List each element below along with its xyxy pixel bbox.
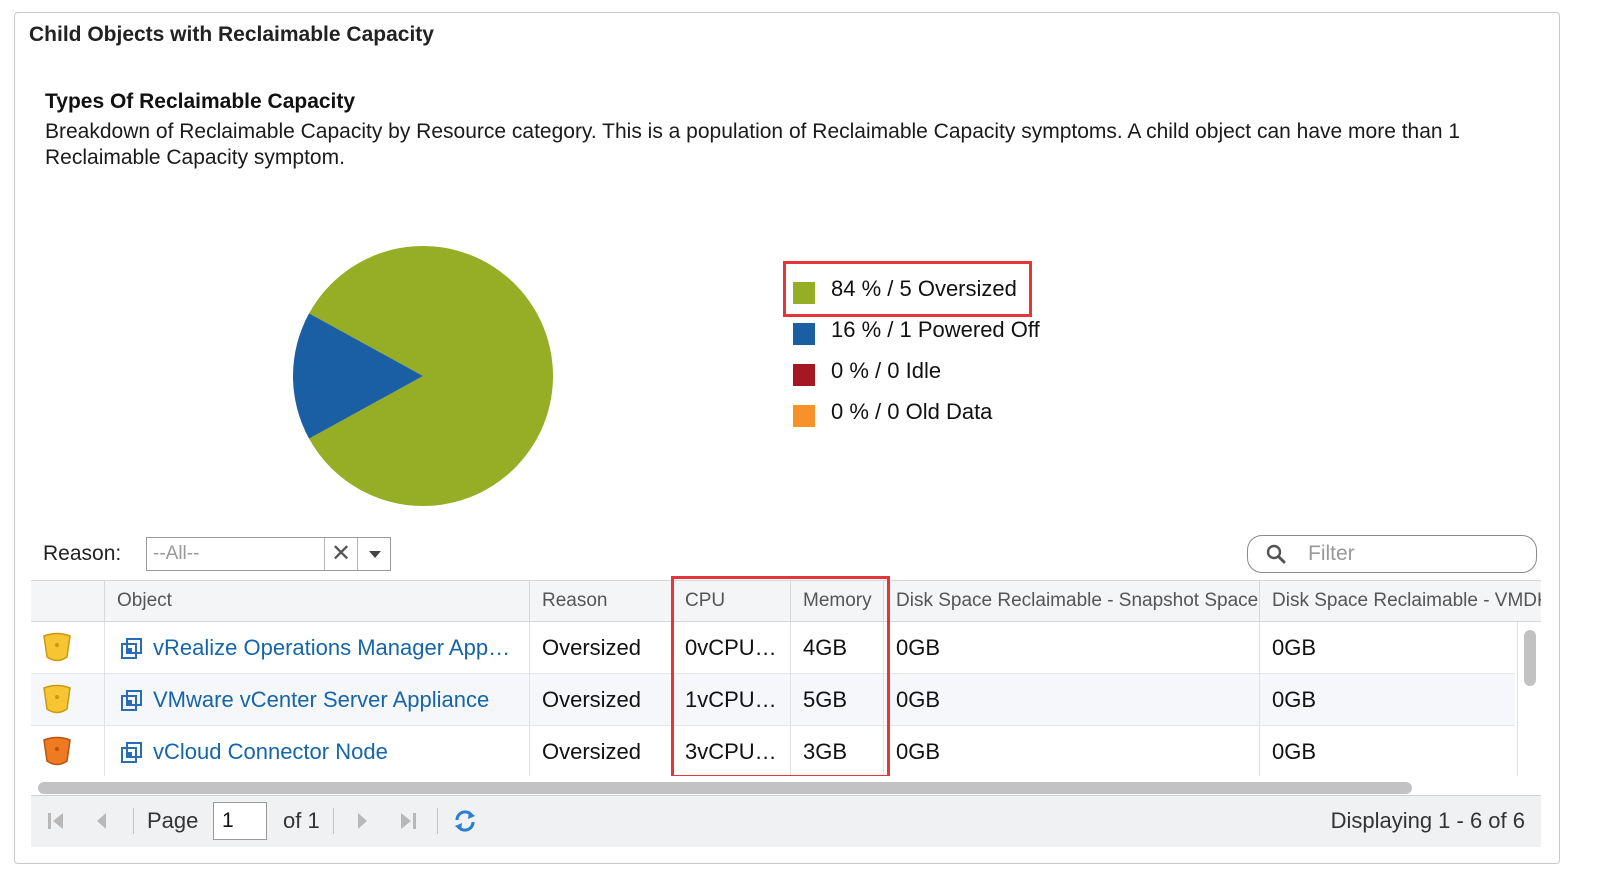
pie-slice-powered-off[interactable] [293,313,423,439]
legend-highlight-box [783,261,1032,317]
column-header-reason[interactable]: Reason [530,581,673,621]
vmdk-cell: 0GB [1272,739,1317,764]
cpu-memory-highlight-box [671,576,890,778]
vm-icon [121,690,142,711]
page-label: Page [147,808,199,833]
object-cell[interactable]: vRealize Operations Manager App… [105,622,530,674]
legend-label: 16 % / 1 Powered Off [831,317,1040,342]
pager-separator [133,808,134,834]
search-icon [1266,544,1286,564]
pagination-bar: Page 1 of 1 Displaying 1 - 6 of 6 [31,795,1541,847]
legend-label: 0 % / 0 Old Data [831,399,993,424]
clear-icon[interactable]: ✕ [324,538,357,570]
column-header-snapshot[interactable]: Disk Space Reclaimable - Snapshot Space [884,581,1260,621]
status-cell [31,726,105,778]
section-description: Breakdown of Reclaimable Capacity by Res… [45,120,1461,169]
reason-label: Reason: [43,542,122,565]
reason-cell: Oversized [530,622,673,674]
snapshot-cell: 0GB [884,674,1260,726]
legend-swatch [793,323,815,345]
horizontal-scrollbar-thumb[interactable] [38,782,1412,794]
pager-separator [437,808,438,834]
object-cell[interactable]: VMware vCenter Server Appliance [105,674,530,726]
first-page-icon[interactable] [45,810,67,832]
health-badge-icon [43,684,71,714]
reason-cell: Oversized [530,726,673,778]
filter-placeholder: Filter [1308,542,1355,565]
vertical-scrollbar[interactable] [1517,622,1541,798]
column-header-memory[interactable]: Memory [791,581,884,621]
table-header: Object Reason CPU Memory Disk Space Recl… [31,580,1541,622]
legend-swatch [793,282,815,304]
table-row[interactable]: VMware vCenter Server Appliance Oversize… [31,674,1515,726]
next-page-icon[interactable] [351,810,373,832]
memory-cell: 3GB [791,726,884,778]
legend-label: 84 % / 5 Oversized [831,276,1017,301]
last-page-icon[interactable] [397,810,419,832]
column-header-status[interactable] [31,581,105,621]
refresh-icon[interactable] [451,807,479,835]
reason-cell: Oversized [530,674,673,726]
vertical-scrollbar-thumb[interactable] [1524,630,1536,686]
column-header-vmdk[interactable]: Disk Space Reclaimable - VMDK [1272,590,1541,611]
object-link[interactable]: VMware vCenter Server Appliance [153,687,490,712]
snapshot-cell: 0GB [884,726,1260,778]
vm-icon [121,638,142,659]
display-count-status: Displaying 1 - 6 of 6 [1330,808,1525,833]
object-link[interactable]: vRealize Operations Manager App… [153,635,511,660]
memory-cell: 5GB [791,674,884,726]
chevron-down-icon[interactable] [357,538,391,570]
page-count-label: of 1 [283,808,320,833]
pie-slice-oversized[interactable] [309,245,553,506]
memory-cell: 4GB [791,622,884,674]
previous-page-icon[interactable] [91,810,113,832]
status-cell [31,674,105,726]
capacity-table: Object Reason CPU Memory Disk Space Recl… [31,580,1541,798]
vm-icon [121,742,142,763]
reclaimable-capacity-pie-chart [293,245,553,506]
horizontal-scrollbar[interactable] [31,776,1541,798]
reason-select-value[interactable]: --All-- [153,543,200,564]
vmdk-cell: 0GB [1272,635,1317,660]
health-badge-icon [43,736,71,766]
page-number-input[interactable]: 1 [213,802,267,840]
reason-select[interactable]: --All-- ✕ [146,537,391,571]
legend-swatch [793,364,815,386]
cpu-cell: 0vCPU… [673,622,791,674]
reclaimable-capacity-panel: Child Objects with Reclaimable Capacity … [14,12,1560,864]
panel-title: Child Objects with Reclaimable Capacity [29,23,434,46]
pager-separator [333,808,334,834]
status-cell [31,622,105,674]
filter-input[interactable]: Filter [1247,535,1537,573]
vmdk-cell: 0GB [1272,687,1317,712]
section-title: Types Of Reclaimable Capacity [45,90,356,113]
column-header-cpu[interactable]: CPU [673,581,791,621]
health-badge-icon [43,632,71,662]
legend-label: 0 % / 0 Idle [831,358,942,383]
cpu-cell: 3vCPU… [673,726,791,778]
object-cell[interactable]: vCloud Connector Node [105,726,530,778]
object-link[interactable]: vCloud Connector Node [153,739,388,764]
column-header-object[interactable]: Object [105,581,530,621]
snapshot-cell: 0GB [884,622,1260,674]
legend-swatch [793,405,815,427]
cpu-cell: 1vCPU… [673,674,791,726]
